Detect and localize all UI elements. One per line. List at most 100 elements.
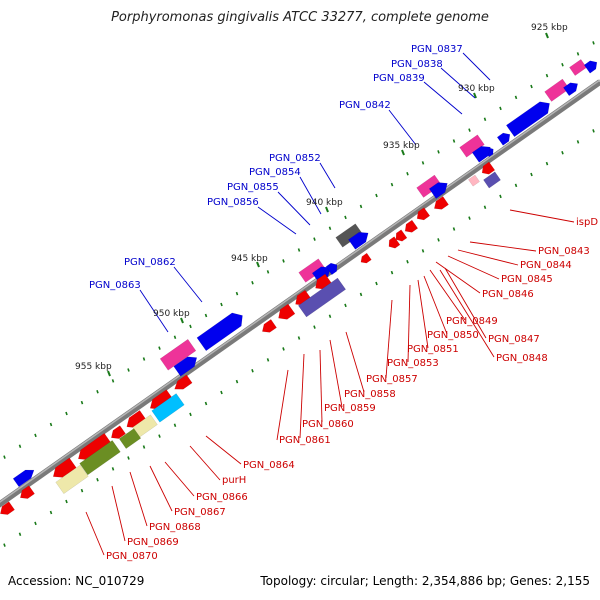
tick-mark xyxy=(328,314,332,318)
gene-reverse[interactable] xyxy=(481,161,496,175)
gene-label-reverse[interactable]: PGN_0850 xyxy=(427,330,479,341)
gene-label-forward[interactable]: PGN_0856 xyxy=(207,197,259,208)
tick-mark xyxy=(328,226,332,230)
gene-forward[interactable] xyxy=(348,231,369,250)
tick-mark xyxy=(49,510,53,515)
tick-mark xyxy=(437,238,440,242)
gene-magenta[interactable] xyxy=(159,338,197,371)
gene-label-reverse[interactable]: PGN_0860 xyxy=(302,419,354,430)
gene-label-forward[interactable]: PGN_0863 xyxy=(89,280,141,291)
gene-label-forward[interactable]: PGN_0854 xyxy=(249,167,301,178)
gene-label-forward[interactable]: PGN_0837 xyxy=(411,44,463,55)
major-tick-mark xyxy=(256,261,260,268)
gene-label-reverse[interactable]: PGN_0869 xyxy=(127,537,179,548)
gene-reverse[interactable] xyxy=(110,425,126,439)
gene-label-reverse[interactable]: PGN_0857 xyxy=(366,374,418,385)
gene-reverse[interactable] xyxy=(0,501,15,515)
tick-mark xyxy=(545,73,549,78)
gene-reverse[interactable] xyxy=(395,229,408,242)
gene-label-forward[interactable]: PGN_0862 xyxy=(124,257,176,268)
gene-slate[interactable] xyxy=(297,277,347,318)
gene-forward[interactable] xyxy=(496,132,511,146)
gene-label-reverse[interactable]: PGN_0851 xyxy=(407,344,459,355)
gene-forward[interactable] xyxy=(471,145,491,163)
gene-label-forward[interactable]: PGN_0855 xyxy=(227,182,279,193)
gene-label-reverse[interactable]: PGN_0868 xyxy=(149,522,201,533)
gene-label-reverse[interactable]: PGN_0866 xyxy=(196,492,248,503)
gene-forward[interactable] xyxy=(325,262,338,276)
gene-reverse[interactable] xyxy=(52,457,77,478)
major-tick-mark xyxy=(473,92,477,99)
major-tick-mark xyxy=(325,206,329,213)
gene-label-forward[interactable]: PGN_0842 xyxy=(339,100,391,111)
leader-line xyxy=(139,289,169,333)
gene-label-reverse[interactable]: PGN_0847 xyxy=(488,334,540,345)
kbp-label: 955 kbp xyxy=(75,362,112,372)
gene-olive[interactable] xyxy=(118,428,142,449)
genome-backbone xyxy=(0,79,600,508)
gene-forward[interactable] xyxy=(428,182,448,199)
tick-mark xyxy=(3,543,6,547)
gene-label-reverse[interactable]: PGN_0858 xyxy=(344,389,396,400)
gene-label-reverse[interactable]: PGN_0846 xyxy=(482,289,534,300)
gene-label-forward[interactable]: PGN_0838 xyxy=(391,59,443,70)
gene-reverse[interactable] xyxy=(77,432,112,461)
gene-reverse[interactable] xyxy=(19,485,35,499)
tick-mark xyxy=(530,172,533,177)
tick-mark xyxy=(49,422,53,427)
tick-mark xyxy=(592,129,595,133)
leader-line xyxy=(319,162,336,189)
gene-label-reverse[interactable]: PGN_0861 xyxy=(279,435,331,446)
tick-mark xyxy=(127,368,130,372)
gene-forward[interactable] xyxy=(12,469,35,488)
leader-line xyxy=(277,191,311,226)
gene-reverse[interactable] xyxy=(416,207,431,221)
tick-mark xyxy=(111,379,115,383)
gene-reverse[interactable] xyxy=(278,303,296,320)
gene-khaki[interactable] xyxy=(55,464,89,495)
gene-olive[interactable] xyxy=(79,440,121,476)
gene-label-forward[interactable]: PGN_0839 xyxy=(373,73,425,84)
gene-label-reverse[interactable]: PGN_0859 xyxy=(324,403,376,414)
gene-forward[interactable] xyxy=(563,82,579,97)
gene-forward[interactable] xyxy=(196,312,243,352)
gene-forward[interactable] xyxy=(173,356,198,377)
gene-magenta[interactable] xyxy=(569,59,587,76)
gene-reverse[interactable] xyxy=(433,196,449,210)
leader-line xyxy=(189,445,221,481)
gene-label-reverse[interactable]: PGN_0844 xyxy=(520,260,572,271)
tick-mark xyxy=(452,227,456,231)
gene-reverse[interactable] xyxy=(174,374,193,390)
leader-line xyxy=(299,176,322,215)
tick-mark xyxy=(468,216,471,220)
leader-line xyxy=(205,435,242,465)
gene-light-pink[interactable] xyxy=(468,174,480,187)
tick-mark xyxy=(390,182,394,187)
gene-forward[interactable] xyxy=(505,101,550,138)
gene-label-reverse[interactable]: PGN_0848 xyxy=(496,353,548,364)
gene-label-forward[interactable]: PGN_0852 xyxy=(269,153,321,164)
gene-label-reverse[interactable]: PGN_0845 xyxy=(501,274,553,285)
gene-label-reverse[interactable]: PGN_0867 xyxy=(174,507,226,518)
gene-reverse[interactable] xyxy=(261,319,277,333)
gene-reverse[interactable] xyxy=(404,219,419,233)
gene-label-reverse[interactable]: PGN_0870 xyxy=(106,551,158,562)
gene-label-reverse[interactable]: ispD xyxy=(576,217,598,228)
gene-magenta[interactable] xyxy=(459,134,485,158)
tick-mark xyxy=(452,139,456,143)
gene-reverse[interactable] xyxy=(360,252,372,264)
gene-slate[interactable] xyxy=(483,171,501,189)
gene-label-reverse[interactable]: purH xyxy=(222,475,246,486)
gene-label-reverse[interactable]: PGN_0864 xyxy=(243,460,295,471)
tick-mark xyxy=(437,150,440,154)
gene-reverse[interactable] xyxy=(388,236,401,249)
gene-label-reverse[interactable]: PGN_0843 xyxy=(538,246,590,257)
tick-mark xyxy=(483,205,487,209)
gene-label-reverse[interactable]: PGN_0853 xyxy=(387,358,439,369)
tick-mark xyxy=(189,412,192,417)
gene-forward[interactable] xyxy=(583,60,598,74)
tick-mark xyxy=(282,347,285,351)
leader-line xyxy=(299,353,305,439)
gene-cyan[interactable] xyxy=(151,393,185,423)
gene-label-reverse[interactable]: PGN_0849 xyxy=(446,316,498,327)
